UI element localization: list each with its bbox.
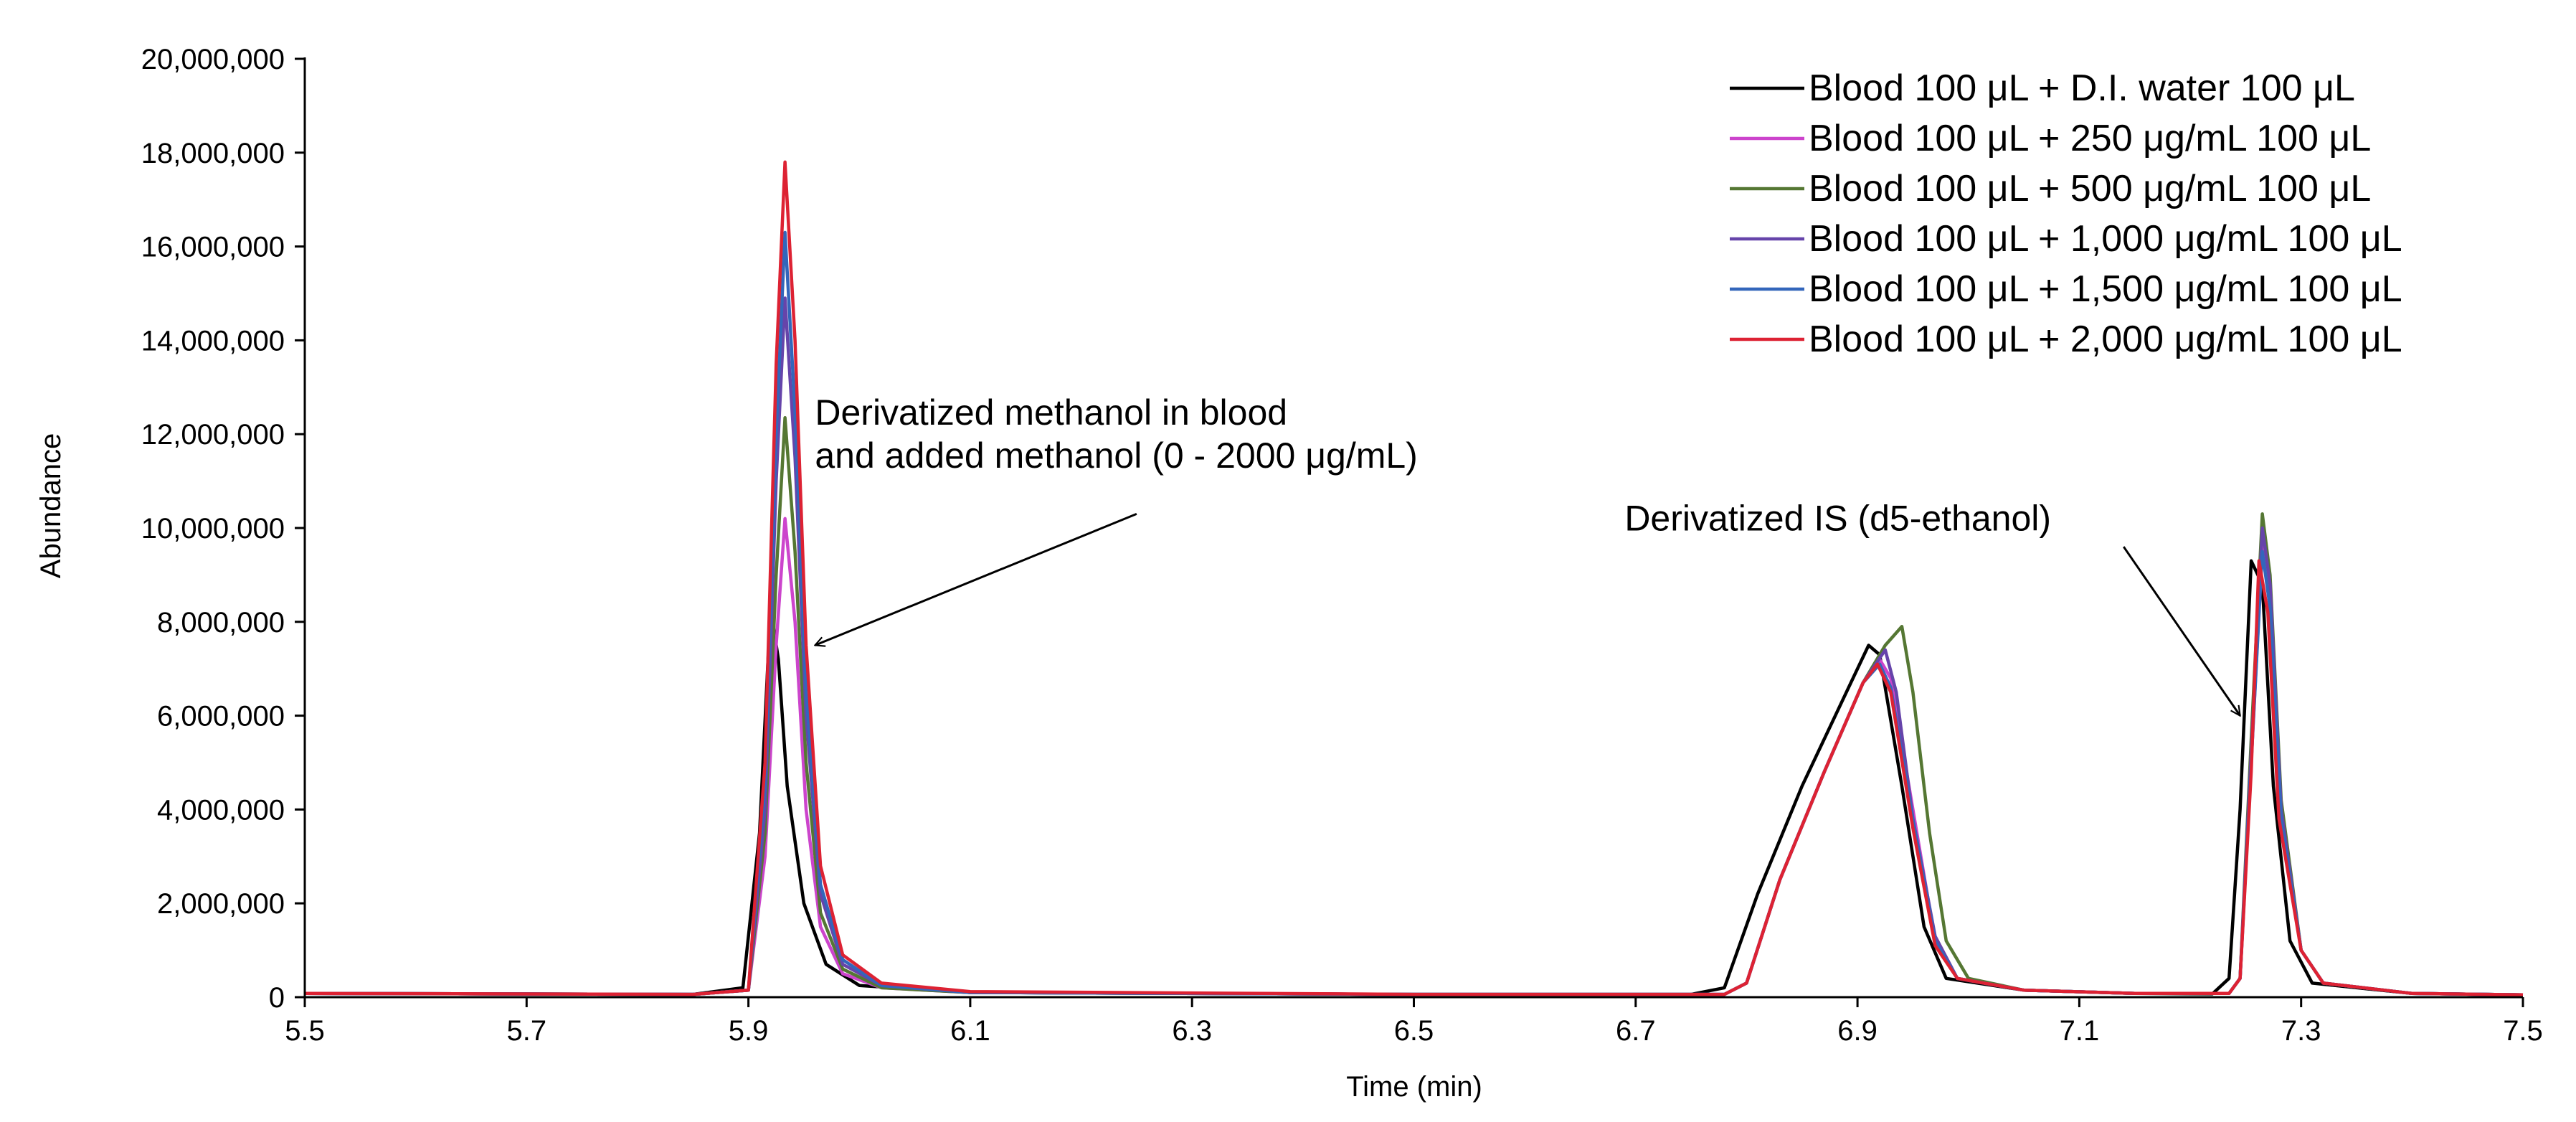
- annotation-2-arrow: [2123, 546, 2240, 715]
- x-tick-label: 6.7: [1616, 1015, 1656, 1047]
- series-line-3: [304, 416, 2524, 996]
- legend-label-5: Blood 100 μL + 1,500 μg/mL 100 μL: [1809, 268, 2402, 310]
- y-axis-title: Abundance: [35, 433, 67, 578]
- y-tick-label: 2,000,000: [157, 888, 285, 920]
- y-tick-label: 16,000,000: [141, 232, 285, 263]
- y-tick-label: 8,000,000: [157, 607, 285, 638]
- x-tick-label: 6.1: [950, 1015, 990, 1047]
- x-tick-label: 5.5: [285, 1015, 325, 1047]
- annotation-1-arrow: [815, 512, 1137, 645]
- annotation-1-line-1: Derivatized methanol in blood: [815, 392, 1287, 433]
- y-tick-label: 14,000,000: [141, 325, 285, 357]
- x-axis-title: Time (min): [1346, 1071, 1482, 1103]
- legend-label-3: Blood 100 μL + 500 μg/mL 100 μL: [1809, 168, 2371, 209]
- axes-layer: 0 2,000,000 4,000,000 6,000,000 8,000,000 10,…: [141, 44, 2543, 1047]
- series-line-4: [304, 296, 2524, 996]
- x-tick-label: 7.5: [2503, 1015, 2543, 1047]
- x-tick-label: 5.7: [506, 1015, 546, 1047]
- legend-label-6: Blood 100 μL + 2,000 μg/mL 100 μL: [1809, 319, 2402, 360]
- x-tick-label: 6.3: [1172, 1015, 1212, 1047]
- x-tick-label: 6.5: [1394, 1015, 1434, 1047]
- x-tick-label: 6.9: [1837, 1015, 1877, 1047]
- x-tick-label: 7.1: [2060, 1015, 2100, 1047]
- legend-label-4: Blood 100 μL + 1,000 μg/mL 100 μL: [1809, 218, 2402, 260]
- x-tick-label: 7.3: [2281, 1015, 2321, 1047]
- legend-label-2: Blood 100 μL + 250 μg/mL 100 μL: [1809, 118, 2371, 159]
- y-tick-label: 10,000,000: [141, 513, 285, 544]
- series-line-1: [304, 559, 2524, 996]
- y-tick-label: 18,000,000: [141, 138, 285, 169]
- series-line-6: [304, 160, 2524, 996]
- y-tick-label: 6,000,000: [157, 701, 285, 732]
- annotation-2-line-1: Derivatized IS (d5-ethanol): [1624, 498, 2051, 538]
- y-tick-label: 20,000,000: [141, 44, 285, 75]
- y-tick-label: 0: [269, 982, 285, 1014]
- legend-label-1: Blood 100 μL + D.I. water 100 μL: [1809, 67, 2355, 109]
- series-layer: [304, 160, 2524, 996]
- x-tick-label: 5.9: [729, 1015, 769, 1047]
- y-tick-label: 4,000,000: [157, 794, 285, 826]
- annotation-1-line-2: and added methanol (0 - 2000 μg/mL): [815, 435, 1417, 476]
- y-tick-label: 12,000,000: [141, 419, 285, 451]
- series-line-2: [304, 517, 2524, 996]
- legend: Blood 100 μL + D.I. water 100 μL Blood 10…: [1730, 67, 2402, 360]
